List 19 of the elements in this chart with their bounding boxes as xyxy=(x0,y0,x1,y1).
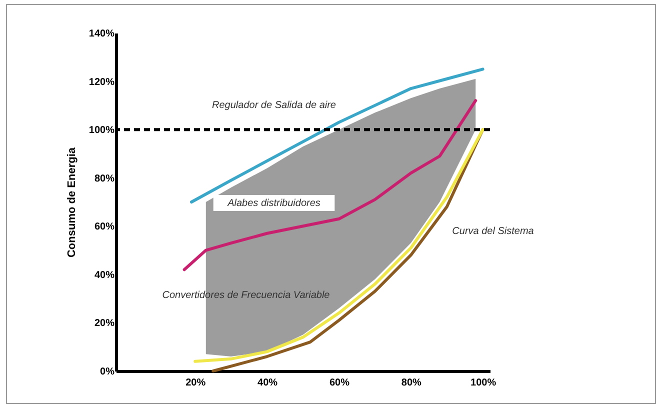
y-tick-label: 40% xyxy=(94,270,115,281)
x-tick-label: 40% xyxy=(258,378,278,388)
annotation: Alabes distribuidores xyxy=(226,198,320,209)
annotation: Regulador de Salida de aire xyxy=(212,100,336,111)
line-series xyxy=(182,99,478,272)
y-tick-label: 120% xyxy=(88,76,115,88)
x-tick-label: 60% xyxy=(329,378,350,388)
x-tick-label: 80% xyxy=(401,378,422,388)
y-tick-label: 140% xyxy=(88,28,115,40)
annotation: Curva del Sistema xyxy=(452,226,534,237)
x-tick-label: 100% xyxy=(470,378,496,388)
y-tick-label: 100% xyxy=(88,125,115,136)
y-tick-label: 20% xyxy=(94,318,115,330)
y-tick-label: 60% xyxy=(94,222,115,233)
y-axis-title: Consumo de Energia xyxy=(66,146,78,258)
y-tick-label: 0% xyxy=(100,366,115,378)
x-tick-label: 20% xyxy=(186,378,206,388)
annotation: Convertidores de Frecuencia Variable xyxy=(162,290,330,301)
y-tick-label: 80% xyxy=(94,173,115,184)
